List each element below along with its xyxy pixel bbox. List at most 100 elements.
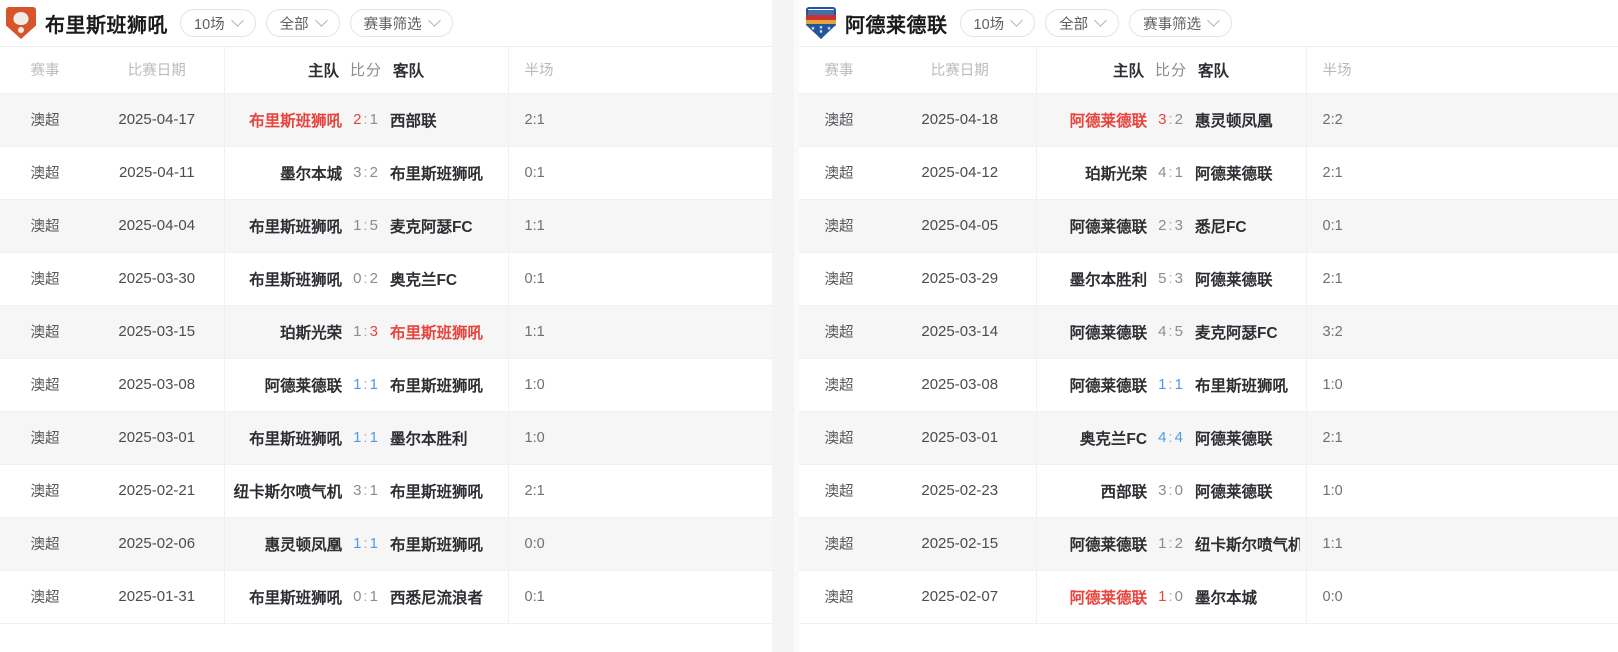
col-halftime: 半场: [508, 47, 772, 94]
cell-match: 阿德莱德联 4:5 麦克阿瑟FC: [1035, 305, 1307, 359]
competition-label: 澳超: [824, 219, 854, 235]
col-competition: 赛事: [794, 47, 884, 94]
halftime-score: 1:1: [524, 218, 545, 234]
away-score: 5: [1174, 323, 1184, 340]
cell-competition: 澳超: [0, 517, 90, 571]
filter-venue-right[interactable]: 全部: [1045, 9, 1120, 37]
table-row[interactable]: 澳超 2025-01-31 布里斯班狮吼 0:1 西悉尼流浪者 0:1: [0, 570, 772, 624]
table-row[interactable]: 澳超 2025-04-18 阿德莱德联 3:2 惠灵顿凤凰 2:2: [794, 93, 1618, 147]
table-row[interactable]: 澳超 2025-02-15 阿德莱德联 1:2 纽卡斯尔喷气机 1:1: [794, 517, 1618, 571]
table-row[interactable]: 澳超 2025-03-14 阿德莱德联 4:5 麦克阿瑟FC 3:2: [794, 305, 1618, 359]
filter-venue-left[interactable]: 全部: [265, 9, 340, 37]
chevron-down-icon: [314, 13, 328, 27]
halftime-score: 1:0: [524, 377, 545, 393]
cell-competition: 澳超: [0, 252, 90, 306]
score-separator: :: [1168, 535, 1174, 552]
away-team: 阿德莱德联: [1194, 271, 1273, 289]
chevron-down-icon: [230, 13, 244, 27]
col-competition: 赛事: [0, 47, 90, 94]
halftime-score: 2:1: [1322, 430, 1343, 446]
halftime-score: 0:0: [1322, 589, 1343, 605]
away-team: 奥克兰FC: [389, 271, 458, 289]
table-row[interactable]: 澳超 2025-03-15 珀斯光荣 1:3 布里斯班狮吼 1:1: [0, 305, 772, 359]
away-team: 阿德莱德联: [1194, 430, 1273, 448]
cell-date: 2025-04-04: [90, 199, 224, 253]
table-row[interactable]: 澳超 2025-04-11 墨尔本城 3:2 布里斯班狮吼 0:1: [0, 146, 772, 200]
cell-match: 纽卡斯尔喷气机 3:1 布里斯班狮吼: [223, 464, 509, 518]
filter-matches-count-right-label: 10场: [973, 16, 1005, 33]
away-score: 2: [369, 270, 379, 287]
away-score: 1: [369, 535, 379, 552]
halftime-score: 2:2: [1322, 112, 1343, 128]
away-score: 4: [1174, 429, 1184, 446]
table-row[interactable]: 澳超 2025-02-06 惠灵顿凤凰 1:1 布里斯班狮吼 0:0: [0, 517, 772, 571]
table-row[interactable]: 澳超 2025-03-08 阿德莱德联 1:1 布里斯班狮吼 1:0: [0, 358, 772, 412]
cell-date: 2025-03-01: [884, 411, 1036, 465]
cell-competition: 澳超: [794, 570, 884, 624]
cell-halftime: 0:1: [508, 252, 772, 306]
filter-competition-right[interactable]: 赛事筛选: [1129, 9, 1233, 37]
table-row[interactable]: 澳超 2025-03-30 布里斯班狮吼 0:2 奥克兰FC 0:1: [0, 252, 772, 306]
home-team: 珀斯光荣: [280, 324, 343, 342]
match-date: 2025-03-01: [118, 429, 196, 446]
filter-competition-left[interactable]: 赛事筛选: [349, 9, 453, 37]
away-score: 0: [1174, 482, 1184, 499]
home-score: 4: [1158, 429, 1168, 446]
table-row[interactable]: 澳超 2025-02-21 纽卡斯尔喷气机 3:1 布里斯班狮吼 2:1: [0, 464, 772, 518]
home-score: 5: [1158, 270, 1168, 287]
filter-matches-count-right[interactable]: 10场: [959, 9, 1036, 37]
table-row[interactable]: 澳超 2025-04-05 阿德莱德联 2:3 悉尼FC 0:1: [794, 199, 1618, 253]
away-team: 阿德莱德联: [1194, 165, 1273, 183]
score-separator: :: [363, 111, 369, 128]
score: 0:2: [342, 270, 390, 287]
cell-halftime: 2:1: [508, 464, 772, 518]
away-team: 布里斯班狮吼: [389, 165, 483, 183]
table-row[interactable]: 澳超 2025-02-23 西部联 3:0 阿德莱德联 1:0: [794, 464, 1618, 518]
cell-halftime: 1:0: [1306, 464, 1618, 518]
col-date: 比赛日期: [884, 47, 1036, 94]
cell-competition: 澳超: [0, 305, 90, 359]
filter-matches-count-left[interactable]: 10场: [180, 9, 256, 37]
match-date: 2025-02-07: [921, 588, 999, 605]
home-team: 阿德莱德联: [1069, 536, 1148, 554]
home-team: 珀斯光荣: [1085, 165, 1148, 183]
chevron-down-icon: [1094, 13, 1108, 27]
home-score: 4: [1158, 164, 1168, 181]
score: 1:2: [1147, 535, 1195, 552]
score-separator: :: [1168, 111, 1174, 128]
away-team: 布里斯班狮吼: [389, 324, 483, 342]
table-row[interactable]: 澳超 2025-04-04 布里斯班狮吼 1:5 麦克阿瑟FC 1:1: [0, 199, 772, 253]
table-row[interactable]: 澳超 2025-03-01 奥克兰FC 4:4 阿德莱德联 2:1: [794, 411, 1618, 465]
table-row[interactable]: 澳超 2025-03-01 布里斯班狮吼 1:1 墨尔本胜利 1:0: [0, 411, 772, 465]
score: 3:0: [1147, 482, 1195, 499]
table-row[interactable]: 澳超 2025-03-29 墨尔本胜利 5:3 阿德莱德联 2:1: [794, 252, 1618, 306]
match-date: 2025-02-06: [118, 535, 196, 552]
toolbar-right: 阿德莱德联 10场 全部 赛事筛选: [794, 0, 1618, 47]
home-score: 1: [353, 429, 363, 446]
cell-competition: 澳超: [794, 305, 884, 359]
home-team: 布里斯班狮吼: [249, 112, 343, 130]
halftime-score: 0:0: [524, 536, 545, 552]
table-row[interactable]: 澳超 2025-04-17 布里斯班狮吼 2:1 西部联 2:1: [0, 93, 772, 147]
table-row[interactable]: 澳超 2025-04-12 珀斯光荣 4:1 阿德莱德联 2:1: [794, 146, 1618, 200]
away-score: 1: [369, 111, 379, 128]
match-date: 2025-03-01: [921, 429, 999, 446]
table-row[interactable]: 澳超 2025-03-08 阿德莱德联 1:1 布里斯班狮吼 1:0: [794, 358, 1618, 412]
match-date: 2025-03-08: [118, 376, 196, 393]
competition-label: 澳超: [30, 272, 60, 288]
score: 1:5: [342, 217, 390, 234]
table-row[interactable]: 澳超 2025-02-07 阿德莱德联 1:0 墨尔本城 0:0: [794, 570, 1618, 624]
score-separator: :: [363, 535, 369, 552]
halftime-score: 3:2: [1322, 324, 1343, 340]
cell-match: 阿德莱德联 2:3 悉尼FC: [1035, 199, 1307, 253]
home-team: 阿德莱德联: [1069, 377, 1148, 395]
chevron-down-icon: [1010, 13, 1024, 27]
away-team: 布里斯班狮吼: [389, 377, 483, 395]
cell-date: 2025-02-15: [884, 517, 1036, 571]
cell-match: 布里斯班狮吼 1:1 墨尔本胜利: [223, 411, 509, 465]
table-header-right: 赛事 比赛日期 主队 比分 客队 半场: [794, 47, 1618, 94]
away-team: 阿德莱德联: [1194, 483, 1273, 501]
cell-competition: 澳超: [794, 358, 884, 412]
away-score: 1: [369, 429, 379, 446]
chevron-down-icon: [427, 13, 441, 27]
